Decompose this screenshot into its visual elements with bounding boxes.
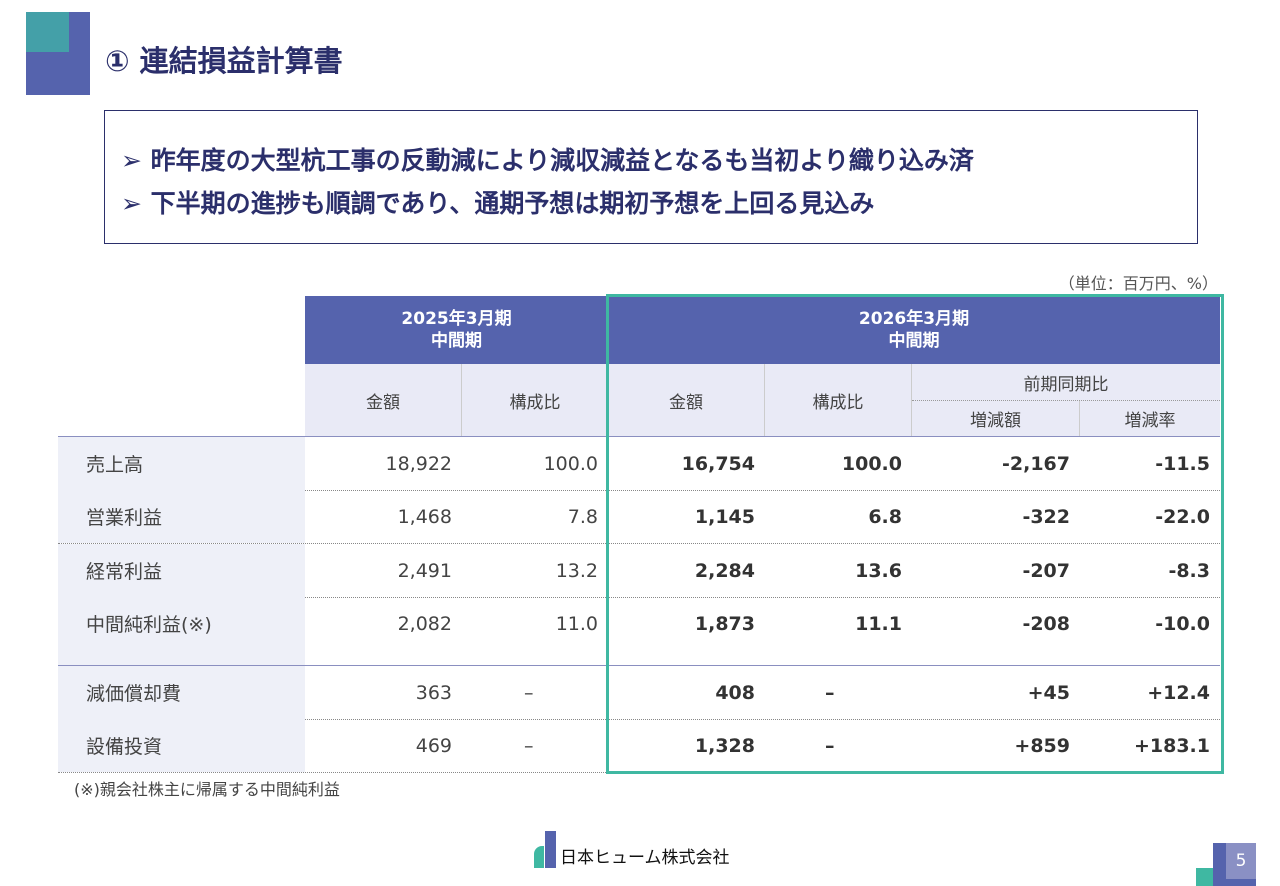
- change-amount: -208: [1022, 612, 1070, 635]
- amount: 1,873: [694, 612, 755, 635]
- page-number: 5: [1226, 843, 1256, 879]
- header-prev-ratio: 構成比: [462, 364, 608, 436]
- change-rate: +12.4: [1147, 681, 1210, 704]
- header-prev-amount: 金額: [305, 364, 462, 436]
- change-rate: +183.1: [1133, 734, 1210, 757]
- header-amount: 金額: [608, 364, 765, 436]
- row-divider: [58, 597, 1220, 598]
- header-prev-period: 2025年3月期 中間期: [305, 296, 608, 364]
- change-amount: -322: [1022, 505, 1070, 528]
- bullet-2: ➢ 下半期の進捗も順調であり、通期予想は期初予想を上回る見込み: [121, 189, 875, 218]
- ratio: 11.1: [855, 612, 902, 635]
- change-rate: -22.0: [1155, 505, 1210, 528]
- prev-amount: 18,922: [385, 452, 452, 475]
- current-period-highlight: [606, 294, 1224, 774]
- row-label: 中間純利益(※): [58, 597, 305, 650]
- header-ratio: 構成比: [765, 364, 912, 436]
- change-amount: -2,167: [1002, 452, 1070, 475]
- ratio: –: [825, 681, 835, 704]
- amount: 2,284: [694, 559, 755, 582]
- prev-ratio: 11.0: [555, 612, 598, 635]
- header-change-amount: 増減額: [912, 401, 1080, 436]
- ratio: 6.8: [868, 505, 902, 528]
- row-divider: [58, 490, 1220, 491]
- bullet-1: ➢ 昨年度の大型杭工事の反動減により減収減益となるも当初より織り込み済: [121, 146, 974, 175]
- title-deco: [26, 12, 90, 95]
- row-divider: [58, 719, 1220, 720]
- change-amount: -207: [1022, 559, 1070, 582]
- unit-label: （単位：百万円、%）: [1058, 274, 1218, 293]
- amount: 1,328: [694, 734, 755, 757]
- company-logo: 日本ヒューム株式会社: [534, 831, 730, 868]
- row-label: 営業利益: [58, 490, 305, 543]
- section-divider: [58, 665, 1220, 666]
- footnote: (※)親会社株主に帰属する中間純利益: [74, 780, 340, 799]
- prev-ratio: –: [524, 681, 534, 704]
- change-rate: -8.3: [1168, 559, 1210, 582]
- amount: 408: [715, 681, 755, 704]
- prev-amount: 1,468: [397, 505, 452, 528]
- prev-amount: 469: [415, 734, 452, 757]
- summary-box: ➢ 昨年度の大型杭工事の反動減により減収減益となるも当初より織り込み済 ➢ 下半…: [104, 110, 1198, 244]
- prev-ratio: 100.0: [543, 452, 598, 475]
- prev-ratio: 7.8: [567, 505, 598, 528]
- change-rate: -11.5: [1155, 452, 1210, 475]
- header-change-rate: 増減率: [1080, 401, 1220, 436]
- prev-ratio: –: [524, 734, 534, 757]
- ratio: –: [825, 734, 835, 757]
- company-name: 日本ヒューム株式会社: [560, 848, 730, 868]
- ratio: 100.0: [841, 452, 902, 475]
- ratio: 13.6: [855, 559, 902, 582]
- page-deco: [1196, 868, 1214, 886]
- header-cur-period: 2026年3月期 中間期: [608, 296, 1220, 364]
- prev-amount: 2,491: [397, 559, 452, 582]
- amount: 1,145: [694, 505, 755, 528]
- header-yoy: 前期同期比: [912, 364, 1220, 401]
- row-label: 経常利益: [58, 544, 305, 597]
- change-amount: +45: [1027, 681, 1070, 704]
- prev-amount: 363: [415, 681, 452, 704]
- row-divider: [58, 543, 1220, 544]
- spacer: [58, 650, 305, 666]
- page-title: ① 連結損益計算書: [105, 44, 343, 78]
- amount: 16,754: [681, 452, 755, 475]
- change-rate: -10.0: [1155, 612, 1210, 635]
- row-label: 売上高: [58, 437, 305, 490]
- row-label: 設備投資: [58, 719, 305, 772]
- row-label: 減価償却費: [58, 666, 305, 719]
- prev-amount: 2,082: [397, 612, 452, 635]
- header-divider: [58, 436, 1220, 437]
- change-amount: +859: [1014, 734, 1070, 757]
- prev-ratio: 13.2: [555, 559, 598, 582]
